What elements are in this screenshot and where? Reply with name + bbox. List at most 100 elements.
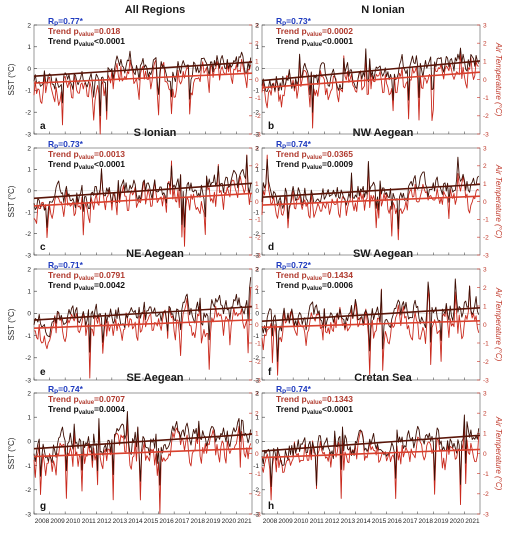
- right-tick-label: -3: [483, 511, 489, 518]
- air-trend-subscript: value: [307, 32, 323, 38]
- left-tick-label: 1: [27, 415, 31, 422]
- sst-trend-line: [261, 307, 481, 322]
- sst-trend-pvalue-text: Trend pvalue<0.0001: [48, 159, 125, 171]
- correlation-rp-text: RP=0.74*: [276, 384, 312, 396]
- rp-value: =0.72*: [286, 260, 312, 270]
- air-trend-pvalue-text: Trend pvalue=0.018: [48, 26, 121, 38]
- left-tick-label: 1: [27, 167, 31, 174]
- left-tick-label: 1: [255, 44, 259, 51]
- air-trend-line: [33, 319, 253, 329]
- right-tick-label: -2: [483, 113, 489, 120]
- right-tick-label: 0: [483, 322, 487, 329]
- rp-subscript: P: [282, 390, 286, 396]
- y-axis-label-air-temperature: Air Temperature (°C): [494, 164, 503, 239]
- left-tick-label: 2: [27, 145, 31, 152]
- air-temperature-series: [261, 154, 479, 241]
- correlation-rp-text: RP=0.71*: [48, 260, 84, 272]
- right-tick-label: -2: [483, 359, 489, 366]
- right-tick-label: -3: [255, 511, 261, 518]
- y-axis-label-sst: SST (°C): [7, 437, 16, 469]
- left-tick-label: -2: [253, 231, 259, 238]
- x-tick-label: 2012: [325, 518, 340, 525]
- air-trend-label: Trend p: [276, 26, 307, 36]
- left-tick-label: -3: [253, 252, 259, 259]
- sst-trend-value: <0.0001: [322, 36, 353, 46]
- sst-trend-subscript: value: [307, 410, 323, 416]
- y-axis-label-air-temperature: Air Temperature (°C): [494, 416, 503, 491]
- air-trend-line: [261, 320, 481, 329]
- correlation-rp-text: RP=0.74*: [48, 384, 84, 396]
- left-tick-label: -1: [25, 333, 31, 340]
- x-tick-label: 2019: [206, 518, 221, 525]
- panel-title: S Ionian: [134, 127, 177, 139]
- air-trend-line: [33, 72, 253, 84]
- left-tick-label: 2: [255, 145, 259, 152]
- correlation-rp-text: RP=0.74*: [276, 139, 312, 151]
- right-tick-label: -2: [483, 234, 489, 241]
- sst-trend-value: =0.0004: [94, 404, 125, 414]
- air-trend-label: Trend p: [276, 394, 307, 404]
- air-trend-line: [261, 71, 481, 89]
- rp-symbol: R: [276, 384, 282, 394]
- correlation-rp-text: RP=0.73*: [48, 139, 84, 151]
- sst-trend-value: =0.0009: [322, 159, 353, 169]
- sst-trend-line: [261, 183, 481, 199]
- air-trend-label: Trend p: [276, 270, 307, 280]
- left-tick-label: -3: [253, 131, 259, 138]
- right-tick-label: -2: [255, 491, 261, 498]
- air-temperature-series: [33, 287, 252, 379]
- left-tick-label: 0: [27, 439, 31, 446]
- rp-value: =0.74*: [286, 384, 312, 394]
- right-tick-label: 2: [255, 163, 259, 170]
- rp-value: =0.74*: [286, 139, 312, 149]
- sst-trend-line: [261, 434, 481, 452]
- right-tick-label: -3: [255, 252, 261, 259]
- sst-trend-value: <0.0001: [94, 159, 125, 169]
- right-tick-label: 3: [483, 22, 487, 29]
- sst-trend-value: <0.0001: [322, 404, 353, 414]
- sst-trend-pvalue-text: Trend pvalue=0.0004: [48, 404, 125, 416]
- right-tick-label: -2: [255, 234, 261, 241]
- left-tick-label: 2: [255, 390, 259, 397]
- right-tick-label: -1: [255, 217, 261, 224]
- air-trend-line: [261, 448, 481, 459]
- right-tick-label: 3: [255, 22, 259, 29]
- left-tick-label: -2: [253, 110, 259, 117]
- x-tick-label: 2008: [35, 518, 50, 525]
- right-tick-label: 3: [255, 145, 259, 152]
- x-tick-label: 2021: [465, 518, 480, 525]
- panel-letter: f: [268, 367, 272, 378]
- left-tick-label: -3: [253, 511, 259, 518]
- air-trend-pvalue-text: Trend pvalue=0.1434: [276, 270, 353, 282]
- rp-subscript: P: [282, 22, 286, 28]
- air-trend-line: [261, 195, 481, 206]
- correlation-rp-text: RP=0.73*: [276, 16, 312, 28]
- right-tick-label: -3: [483, 377, 489, 384]
- sst-series: [33, 155, 252, 228]
- right-tick-label: -1: [483, 340, 489, 347]
- right-tick-label: 2: [483, 163, 487, 170]
- x-tick-label: 2015: [372, 518, 387, 525]
- right-tick-label: 3: [255, 266, 259, 273]
- x-tick-label: 2010: [66, 518, 81, 525]
- left-tick-label: -2: [253, 355, 259, 362]
- left-tick-label: 0: [27, 188, 31, 195]
- air-trend-subscript: value: [307, 155, 323, 161]
- sst-trend-pvalue-text: Trend pvalue=0.0009: [276, 159, 353, 171]
- left-tick-label: 1: [255, 289, 259, 296]
- left-tick-label: 0: [27, 66, 31, 73]
- rp-subscript: P: [54, 145, 58, 151]
- panel-letter: c: [40, 242, 46, 253]
- rp-value: =0.73*: [286, 16, 312, 26]
- air-trend-pvalue-text: Trend pvalue=0.0791: [48, 270, 125, 282]
- right-tick-label: 0: [483, 199, 487, 206]
- sst-trend-subscript: value: [307, 165, 323, 171]
- air-temperature-series: [261, 49, 479, 129]
- left-tick-label: 2: [255, 22, 259, 29]
- sst-trend-subscript: value: [79, 410, 95, 416]
- rp-subscript: P: [282, 145, 286, 151]
- air-temperature-series: [261, 420, 480, 506]
- air-trend-value: =0.0002: [322, 26, 353, 36]
- sst-trend-value: <0.0001: [94, 36, 125, 46]
